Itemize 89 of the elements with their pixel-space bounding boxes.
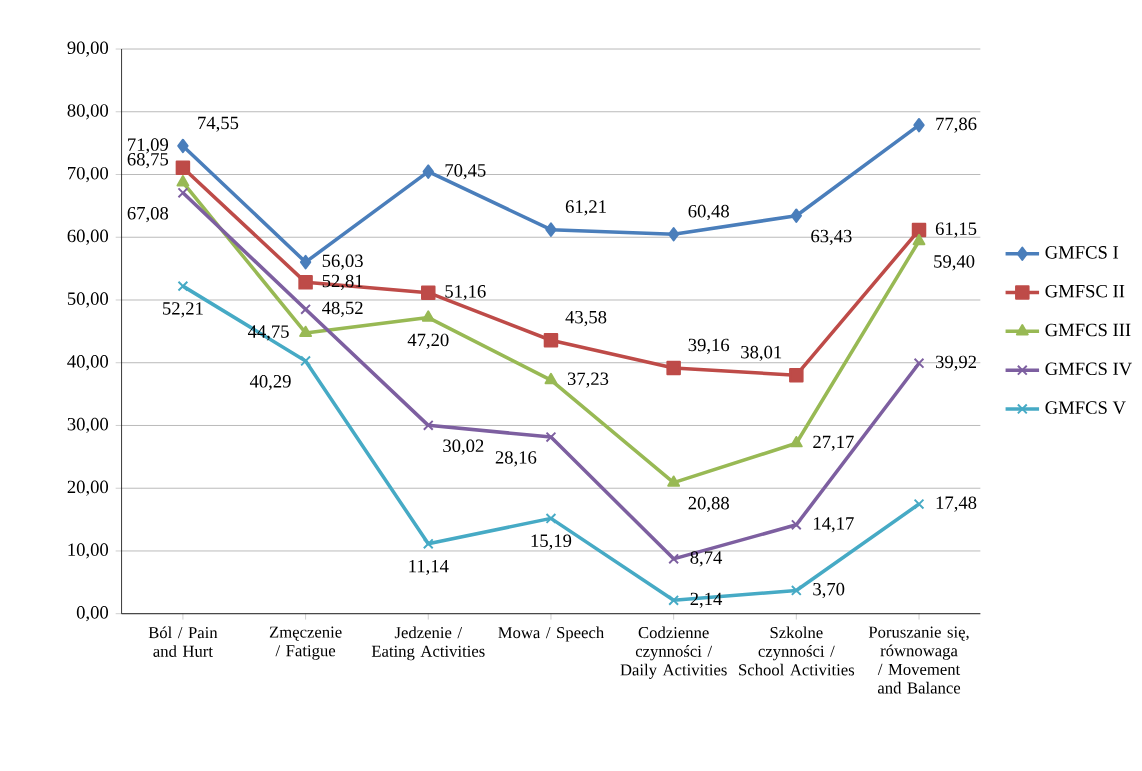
point — [421, 310, 435, 322]
x-tick-label: Ból / Pain and Hurt — [148, 626, 218, 658]
data-label: 17,48 — [936, 496, 977, 512]
legend-label: GMFCS V — [1045, 401, 1126, 415]
data-label: 15,19 — [531, 534, 572, 550]
data-label: 61,21 — [565, 200, 606, 216]
data-label: 14,17 — [814, 517, 854, 533]
point — [422, 538, 434, 550]
data-label: 11,14 — [409, 560, 449, 576]
legend-label: GMFCS IV — [1045, 362, 1132, 376]
point — [422, 420, 434, 431]
point — [300, 304, 312, 315]
y-tick-label: 10,00 — [68, 543, 109, 559]
x-tick-label: Codzienne czynności / Daily Activities — [620, 626, 727, 680]
point — [545, 513, 557, 525]
legend-label: GMFCS III — [1045, 323, 1131, 337]
y-tick-label: 80,00 — [67, 104, 109, 120]
point — [545, 222, 557, 238]
point — [666, 360, 681, 376]
x-tick-label: Jedzenie / Eating Activities — [371, 626, 485, 661]
point — [300, 355, 312, 367]
y-tick-label: 40,00 — [67, 355, 109, 371]
point — [177, 280, 189, 292]
data-label: 38,01 — [741, 346, 782, 362]
point — [790, 585, 802, 597]
data-label: 52,21 — [163, 302, 203, 318]
point — [912, 233, 926, 246]
point — [789, 368, 804, 383]
data-label: 59,40 — [934, 255, 975, 271]
point — [298, 275, 313, 290]
y-tick-label: 30,00 — [67, 418, 109, 434]
data-label: 3,70 — [813, 583, 845, 599]
y-tick-label: 90,00 — [67, 41, 109, 57]
data-label: 27,17 — [813, 435, 854, 452]
data-label: 70,45 — [445, 164, 486, 180]
point — [668, 553, 680, 565]
data-label: 30,02 — [443, 439, 484, 455]
data-label: 60,48 — [688, 205, 729, 221]
x-tick-label: Mowa / Speech — [498, 626, 604, 642]
data-label: 74,55 — [198, 116, 239, 133]
data-label: 47,20 — [407, 333, 449, 350]
point — [177, 187, 189, 199]
data-label: 61,15 — [935, 222, 977, 238]
point — [667, 475, 681, 488]
data-label: 77,86 — [936, 117, 977, 134]
data-label: 56,03 — [322, 254, 363, 270]
point — [175, 160, 191, 176]
point — [176, 175, 190, 187]
data-label: 39,92 — [935, 355, 976, 372]
point — [790, 208, 803, 224]
legend-label: GMFSC II — [1045, 285, 1125, 298]
point — [913, 498, 925, 510]
data-label: 39,16 — [688, 338, 730, 355]
y-tick-label: 50,00 — [67, 292, 109, 308]
point — [911, 223, 927, 238]
data-label: 67,08 — [127, 207, 169, 223]
point — [913, 358, 925, 369]
data-label: 51,16 — [445, 285, 486, 301]
point — [545, 431, 557, 443]
data-label: 28,16 — [495, 451, 537, 467]
legend-label: GMFCS I — [1045, 246, 1119, 259]
data-label: 43,58 — [565, 311, 607, 327]
y-tick-label: 0,00 — [76, 606, 109, 622]
data-label: 40,29 — [249, 375, 291, 391]
x-tick-label: Zmęczenie / Fatigue — [269, 626, 342, 660]
point — [667, 227, 680, 242]
point — [299, 325, 313, 338]
y-tick-label: 60,00 — [67, 229, 109, 246]
point — [422, 164, 434, 180]
point — [421, 285, 436, 301]
data-label: 37,23 — [567, 372, 609, 388]
point — [668, 595, 680, 606]
point — [790, 519, 802, 531]
x-tick-label: Poruszanie się, równowaga / Movement and Balance — [868, 626, 969, 694]
data-label: 48,52 — [322, 301, 363, 318]
data-label: 8,74 — [690, 551, 723, 567]
data-label: 20,88 — [688, 497, 729, 513]
x-tick-label: Szkolne czynności / School Activities — [739, 626, 855, 676]
y-tick-label: 20,00 — [67, 480, 109, 497]
data-label: 71,09 — [128, 138, 169, 154]
point — [177, 138, 189, 154]
data-label: 63,43 — [811, 230, 852, 246]
point — [543, 333, 559, 348]
point — [789, 436, 803, 448]
data-label: 68,75 — [127, 153, 169, 169]
point — [299, 255, 312, 270]
point — [913, 118, 925, 133]
point — [544, 373, 558, 385]
y-tick-label: 70,00 — [68, 167, 109, 183]
